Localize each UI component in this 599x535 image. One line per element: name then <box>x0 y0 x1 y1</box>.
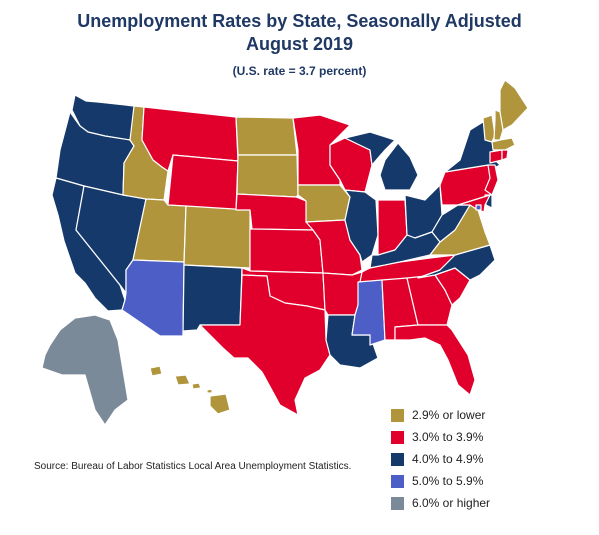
state-ia[interactable] <box>297 184 351 223</box>
legend-item: 2.9% or lower <box>391 404 490 426</box>
state-me[interactable] <box>499 79 529 131</box>
state-ar[interactable] <box>322 271 363 316</box>
title-line-1: Unemployment Rates by State, Seasonally … <box>77 11 522 31</box>
legend-swatch <box>391 408 404 422</box>
legend-swatch <box>391 474 404 488</box>
state-ak[interactable] <box>41 314 129 426</box>
state-ri[interactable] <box>501 149 509 161</box>
title-line-2: August 2019 <box>245 34 354 54</box>
state-wy[interactable] <box>167 154 239 211</box>
state-ks[interactable] <box>249 228 324 274</box>
legend-label: 6.0% or higher <box>412 496 491 510</box>
legend-label: 2.9% or lower <box>412 408 486 422</box>
state-tx[interactable] <box>199 274 331 416</box>
state-ma[interactable] <box>491 137 516 151</box>
state-nd[interactable] <box>235 116 298 156</box>
legend-label: 3.0% to 3.9% <box>412 430 484 444</box>
state-sd[interactable] <box>236 154 299 198</box>
state-il[interactable] <box>344 189 379 263</box>
legend-swatch <box>391 496 404 510</box>
legend-label: 4.0% to 4.9% <box>412 452 484 466</box>
map-title: Unemployment Rates by State, Seasonally … <box>0 10 599 56</box>
state-ct[interactable] <box>489 149 503 164</box>
state-md[interactable] <box>457 194 491 213</box>
state-az[interactable] <box>121 259 185 337</box>
legend-item: 5.0% to 5.9% <box>391 470 490 492</box>
legend-swatch <box>391 452 404 466</box>
map-legend: 2.9% or lower 3.0% to 3.9% 4.0% to 4.9% 5.0… <box>391 404 490 514</box>
legend-item: 4.0% to 4.9% <box>391 448 490 470</box>
legend-label: 5.0% to 5.9% <box>412 474 484 488</box>
state-mi[interactable] <box>344 131 419 191</box>
state-fl[interactable] <box>394 324 476 396</box>
source-note: Source: Bureau of Labor Statistics Local… <box>34 461 352 472</box>
legend-item: 3.0% to 3.9% <box>391 426 490 448</box>
state-dc[interactable] <box>475 204 482 211</box>
state-vt[interactable] <box>482 114 496 143</box>
legend-swatch <box>391 430 404 444</box>
map-subtitle: (U.S. rate = 3.7 percent) <box>232 64 367 78</box>
state-hi[interactable] <box>149 365 231 415</box>
legend-item: 6.0% or higher <box>391 492 490 514</box>
state-co[interactable] <box>183 205 251 269</box>
